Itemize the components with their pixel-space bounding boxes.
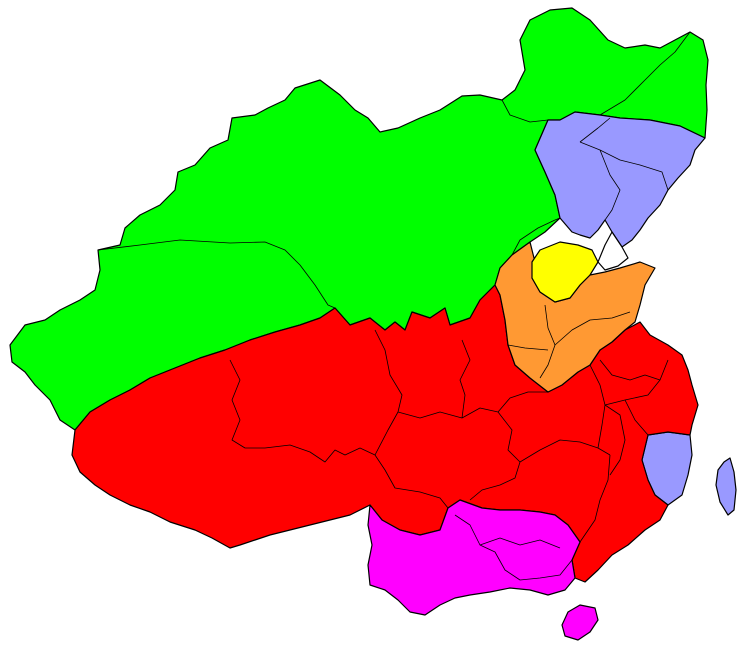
region-south-red — [71, 284, 699, 583]
region-yellow — [531, 241, 599, 303]
island-lavender — [715, 457, 737, 516]
region-southwest-magenta — [367, 499, 581, 616]
province-borders — [97, 31, 691, 581]
bay-island — [597, 231, 629, 271]
island-magenta — [561, 604, 599, 641]
region-northeast-lavender — [534, 111, 706, 248]
